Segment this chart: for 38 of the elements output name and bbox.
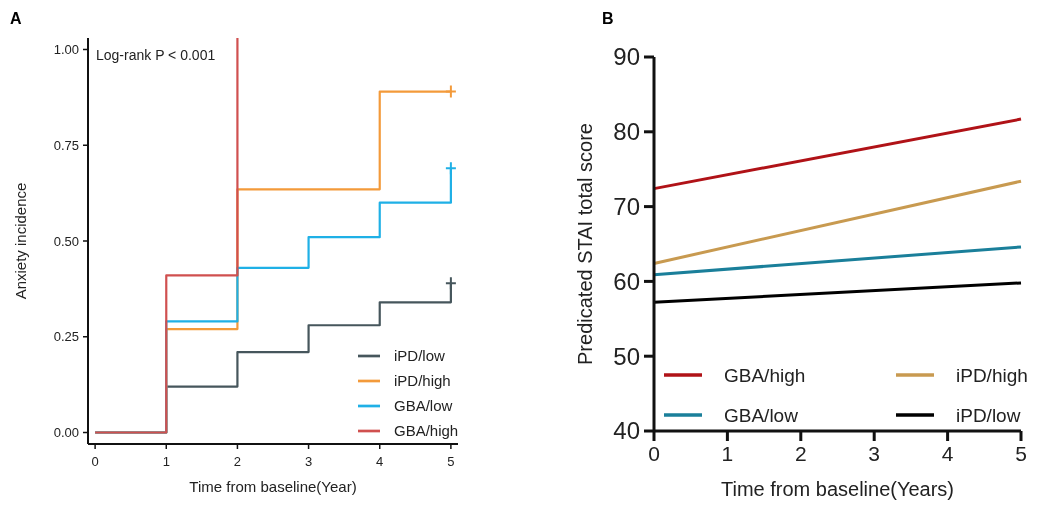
chart-title: B <box>602 10 614 27</box>
y-tick-label: 0.75 <box>53 137 79 153</box>
legend-label: iPD/high <box>956 364 1028 386</box>
y-tick-label: 50 <box>613 342 640 370</box>
y-tick-label: 0.25 <box>53 329 79 345</box>
y-tick-label: 90 <box>613 43 640 71</box>
legend-label: GBA/high <box>394 422 459 440</box>
y-tick-label: 70 <box>613 193 640 220</box>
x-tick-label: 1 <box>162 454 170 469</box>
x-tick-label: 4 <box>376 454 384 469</box>
y-axis-title: Anxiety incidence <box>12 182 29 300</box>
chart-title: A <box>10 10 22 27</box>
x-tick-label: 1 <box>721 442 734 465</box>
y-tick-label: 1.00 <box>53 42 79 58</box>
legend-label: GBA/low <box>394 397 453 415</box>
y-tick-label: 0.50 <box>53 233 79 249</box>
x-axis-title: Time from baseline(Years) <box>720 478 955 500</box>
x-tick-label: 5 <box>1015 442 1027 465</box>
legend-label: iPD/high <box>394 372 451 390</box>
y-tick-label: 80 <box>613 118 640 146</box>
legend-label: iPD/low <box>956 404 1021 426</box>
x-tick-label: 3 <box>868 442 881 465</box>
x-tick-label: 0 <box>648 442 660 465</box>
x-tick-label: 0 <box>91 454 99 469</box>
x-tick-label: 2 <box>794 442 807 465</box>
y-tick-label: 0.00 <box>53 425 79 441</box>
x-tick-label: 3 <box>304 454 313 469</box>
legend-label: GBA/high <box>724 364 806 386</box>
y-tick-label: 60 <box>613 267 640 295</box>
y-tick-label: 40 <box>613 417 640 445</box>
legend-label: iPD/low <box>394 347 446 365</box>
x-tick-label: 2 <box>233 454 242 469</box>
y-axis-title: Predicated STAI total score <box>574 123 596 365</box>
annotation: Log-rank P < 0.001 <box>96 47 216 63</box>
x-axis-title: Time from baseline(Year) <box>189 478 357 495</box>
legend-label: GBA/low <box>724 404 799 426</box>
x-tick-label: 5 <box>447 454 455 469</box>
x-tick-label: 4 <box>941 442 954 465</box>
